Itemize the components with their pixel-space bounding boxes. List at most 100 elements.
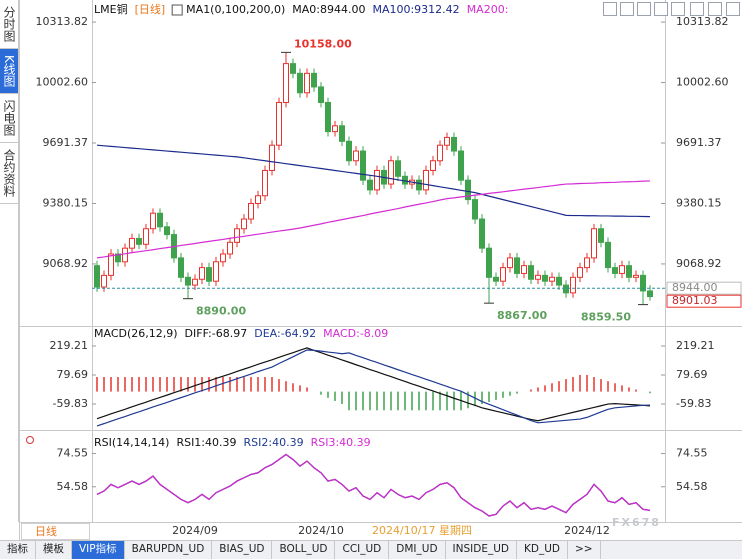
candle-body [501, 268, 506, 282]
x-tick-label: 2024/12 [564, 524, 610, 537]
indicator-tab[interactable]: BARUPDN_UD [125, 541, 213, 559]
candle-body [221, 254, 226, 262]
legend-label: RSI2:40.39 [244, 436, 304, 449]
candle-body [186, 277, 191, 285]
indicator-tab[interactable]: INSIDE_UD [446, 541, 517, 559]
indicator-tab[interactable]: >> [568, 541, 601, 559]
y-tick-label: 9068.92 [676, 257, 722, 270]
candle-body [459, 151, 464, 180]
y-tick-label: 74.55 [57, 447, 89, 460]
candle-body [200, 268, 205, 280]
y-tick-label: 9380.15 [43, 196, 89, 209]
side-tab[interactable]: 合约资料 [0, 143, 18, 204]
candle-body [242, 219, 247, 229]
y-tick-label: 10313.82 [676, 15, 729, 28]
frame [20, 0, 742, 540]
legend-label: RSI1:40.39 [176, 436, 236, 449]
indicator-tab[interactable]: CCI_UD [335, 541, 389, 559]
candle-body [179, 258, 184, 277]
last-price-label: 8901.03 [672, 294, 718, 307]
legend-label: MACD(26,12,9) [94, 327, 178, 340]
candle-body [494, 277, 499, 281]
candle-body [326, 102, 331, 131]
x-tick-label: 2024/09 [172, 524, 218, 537]
candle-body [228, 242, 233, 254]
annotation-label: 10158.00 [294, 37, 352, 50]
legend-label: MA200: [467, 3, 509, 16]
period-select[interactable]: 日线 [35, 524, 57, 538]
legend-label: MA0:8944.00 [292, 3, 365, 16]
ma-line [97, 181, 650, 258]
indicator-tab[interactable]: VIP指标 [72, 541, 125, 559]
indicator-tab[interactable]: BIAS_UD [212, 541, 272, 559]
candle-body [165, 227, 170, 235]
candle-body [312, 73, 317, 87]
y-tick-label: -59.83 [676, 397, 711, 410]
candle-body [389, 161, 394, 184]
y-tick-label: 9691.37 [43, 136, 89, 149]
candle-body [137, 238, 142, 244]
candle-body [634, 275, 639, 277]
legend-label: MA1(0,100,200,0) [186, 3, 285, 16]
candle-body [564, 285, 569, 293]
annotation-label: 8890.00 [196, 305, 246, 318]
y-tick-label: 219.21 [50, 339, 89, 352]
legend-label: DEA:-64.92 [254, 327, 316, 340]
legend-label: MA100:9312.42 [372, 3, 459, 16]
legend-label: DIFF:-68.97 [185, 327, 248, 340]
indicator-tab[interactable]: DMI_UD [389, 541, 445, 559]
y-tick-label: 10313.82 [36, 15, 89, 28]
indicator-tab[interactable]: KD_UD [517, 541, 568, 559]
rsi-line [97, 454, 650, 516]
candle-body [445, 137, 450, 145]
y-tick-label: 74.55 [676, 447, 708, 460]
candle-body [158, 213, 163, 227]
indicator-tab[interactable]: BOLL_UD [272, 541, 335, 559]
candle-body [368, 180, 373, 190]
window-buttons[interactable] [604, 3, 740, 16]
candle-body [347, 141, 352, 160]
y-tick-label: 54.58 [676, 480, 708, 493]
legend-label: LME铜 [94, 2, 128, 16]
candle-body [270, 145, 275, 170]
annotation-label: 8859.50 [581, 311, 631, 324]
candle-body [333, 126, 338, 132]
candle-body [592, 229, 597, 258]
candle-body [354, 151, 359, 161]
candle-body [515, 258, 520, 274]
candle-body [536, 275, 541, 279]
legend-label: [日线] [135, 2, 166, 16]
candle-body [144, 229, 149, 245]
y-tick-label: 54.58 [57, 480, 89, 493]
candle-body [508, 258, 513, 268]
candle-body [529, 266, 534, 280]
candle-body [361, 151, 366, 180]
y-tick-label: 9068.92 [43, 257, 89, 270]
candle-body [571, 277, 576, 293]
indicator-tab[interactable]: 模板 [36, 541, 72, 559]
candle-body [207, 268, 212, 282]
rsi-line [97, 454, 650, 516]
level-tag-label: 8944.00 [672, 281, 718, 294]
candle-body [263, 170, 268, 195]
candle-body [256, 196, 261, 204]
indicator-tab[interactable]: 指标 [0, 541, 36, 559]
legend-label: MACD:-8.09 [323, 327, 388, 340]
candle-body [557, 277, 562, 285]
candle-body [473, 200, 478, 219]
candle-body [95, 266, 100, 287]
candle-body [291, 64, 296, 74]
macd-line [97, 348, 650, 421]
candle-body [375, 170, 380, 189]
candle-body [130, 238, 135, 248]
candle-body [109, 254, 114, 275]
rsi-line [97, 454, 650, 516]
side-tab[interactable]: 闪电图 [0, 94, 18, 143]
candle-body [214, 262, 219, 281]
candle-body [396, 161, 401, 177]
candle-body [452, 137, 457, 151]
side-tab[interactable]: K线图 [0, 49, 18, 94]
side-tab[interactable]: 分时图 [0, 0, 18, 49]
